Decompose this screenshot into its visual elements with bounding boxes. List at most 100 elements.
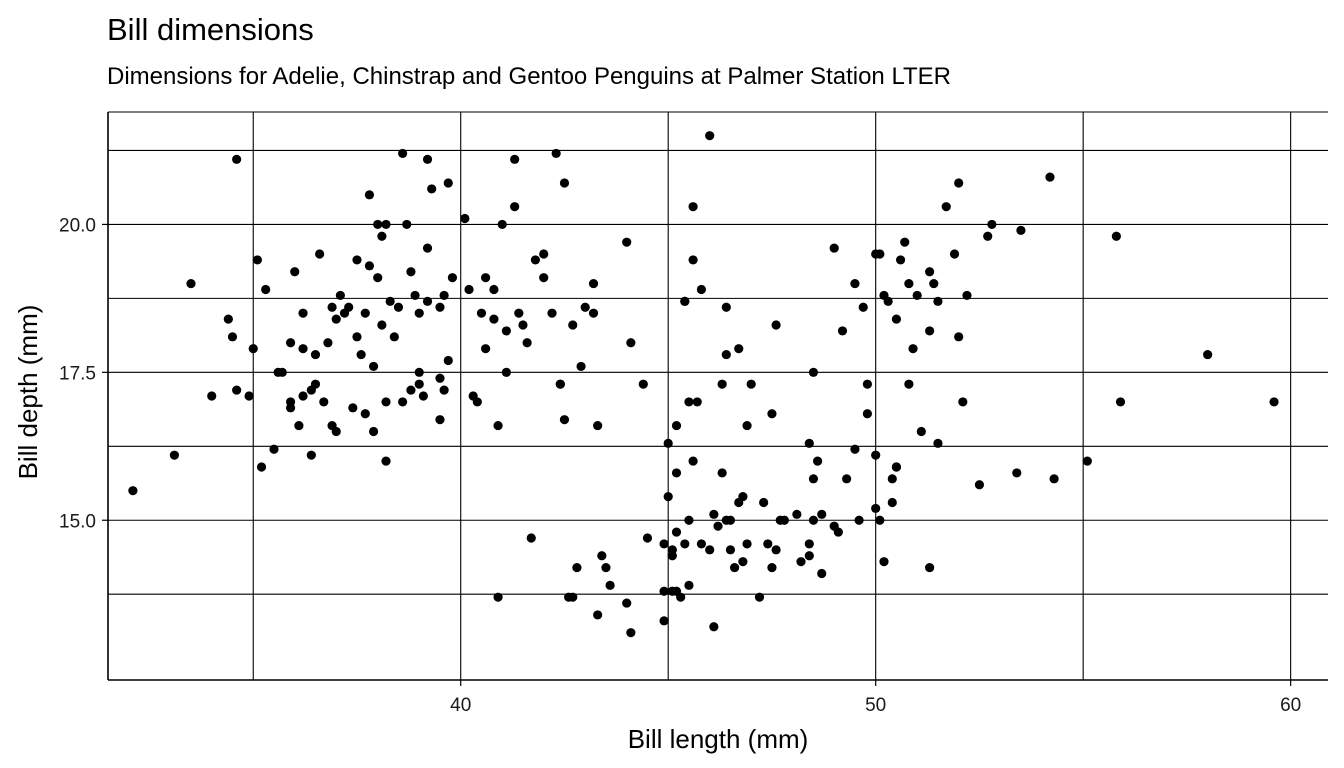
data-point: [962, 290, 972, 301]
data-point: [269, 444, 279, 454]
data-point: [414, 308, 424, 318]
data-point: [663, 491, 673, 502]
data-point: [875, 515, 885, 525]
data-point: [481, 273, 491, 283]
data-point: [796, 557, 806, 567]
data-point: [808, 367, 819, 377]
data-point: [435, 373, 445, 383]
data-point: [414, 367, 424, 377]
data-point: [974, 480, 985, 490]
data-point: [684, 397, 694, 407]
data-point: [501, 326, 511, 336]
data-point: [804, 438, 814, 448]
data-point: [812, 456, 823, 466]
data-point: [763, 539, 773, 549]
data-point: [381, 219, 391, 230]
data-point: [539, 273, 549, 283]
data-point: [232, 154, 242, 164]
data-point: [895, 255, 906, 265]
data-point: [588, 308, 599, 318]
data-point: [771, 545, 781, 555]
axes: [102, 112, 1328, 686]
data-point: [352, 255, 362, 265]
data-point: [476, 308, 487, 318]
data-point: [746, 379, 756, 389]
data-points: [128, 131, 1279, 638]
data-point: [767, 409, 777, 419]
data-point: [373, 219, 383, 230]
data-point: [555, 379, 565, 389]
data-point: [439, 385, 449, 395]
data-point: [310, 379, 321, 389]
data-point: [638, 379, 648, 389]
data-point: [472, 397, 482, 407]
data-point: [891, 462, 902, 472]
data-point: [738, 491, 748, 502]
data-point: [1203, 349, 1213, 360]
data-point: [593, 610, 603, 620]
data-point: [808, 474, 819, 484]
data-point: [402, 219, 412, 230]
data-point: [559, 415, 570, 425]
data-point: [410, 290, 420, 301]
data-point: [572, 562, 582, 573]
data-point: [368, 361, 379, 372]
data-point: [734, 344, 744, 354]
data-point: [804, 551, 814, 561]
data-point: [987, 219, 997, 230]
data-point: [692, 397, 702, 407]
data-point: [1049, 474, 1059, 484]
data-point: [377, 231, 387, 241]
data-point: [729, 562, 740, 573]
data-point: [414, 379, 424, 389]
data-point: [887, 474, 897, 484]
data-point: [285, 397, 296, 407]
data-point: [368, 426, 379, 437]
y-tick-label: 17.5: [59, 363, 96, 384]
data-point: [954, 178, 964, 188]
data-point: [319, 397, 329, 407]
data-point: [659, 586, 669, 596]
data-point: [983, 231, 993, 241]
data-point: [854, 515, 864, 525]
data-point: [285, 338, 296, 348]
data-point: [875, 249, 885, 259]
data-point: [418, 391, 428, 401]
data-point: [933, 438, 943, 448]
data-point: [721, 302, 731, 312]
data-point: [717, 379, 727, 389]
data-point: [422, 296, 433, 306]
data-point: [817, 568, 827, 579]
data-point: [530, 255, 541, 265]
data-point: [422, 154, 433, 164]
data-point: [232, 385, 242, 395]
data-point: [244, 391, 254, 401]
data-point: [684, 580, 694, 590]
data-point: [493, 420, 503, 431]
data-point: [1045, 172, 1055, 182]
data-point: [941, 202, 951, 212]
data-point: [709, 622, 719, 632]
data-point: [738, 557, 748, 567]
y-tick-label: 20.0: [59, 215, 96, 236]
data-point: [381, 397, 391, 407]
data-point: [1111, 231, 1121, 241]
data-point: [680, 539, 690, 549]
data-point: [916, 426, 926, 437]
data-point: [385, 296, 395, 306]
data-point: [1082, 456, 1092, 466]
data-point: [352, 332, 362, 342]
data-point: [327, 302, 337, 312]
data-point: [767, 562, 777, 573]
data-point: [887, 497, 897, 508]
data-point: [356, 349, 366, 360]
data-point: [551, 148, 561, 159]
data-point: [422, 243, 433, 253]
y-axis-title: Bill depth (mm): [13, 305, 43, 480]
data-point: [256, 462, 267, 472]
data-point: [315, 249, 325, 259]
data-point: [298, 391, 308, 401]
data-point: [510, 154, 520, 164]
data-point: [900, 237, 910, 247]
data-point: [837, 326, 848, 336]
